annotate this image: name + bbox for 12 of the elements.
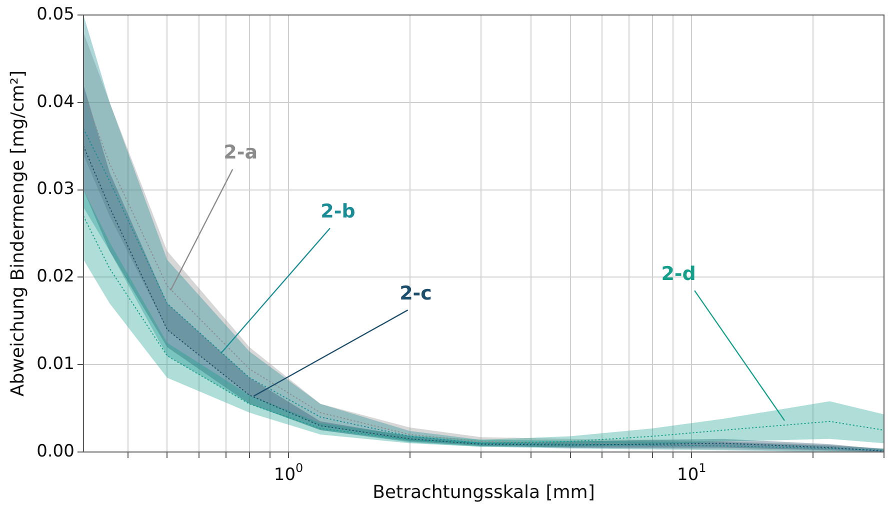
y-tick-label: 0.02 [36, 266, 74, 287]
annotation: 2-d [661, 262, 696, 285]
annotation: 2-a [224, 142, 258, 164]
y-tick-label: 0.05 [36, 4, 74, 24]
annotation: 2-c [400, 282, 432, 304]
y-tick-label: 0.03 [36, 179, 74, 200]
y-tick-label: 0.00 [36, 441, 74, 462]
y-axis-title: Abweichung Bindermenge [mg/cm²] [7, 70, 28, 397]
y-tick-label: 0.01 [36, 354, 74, 374]
annotation: 2-b [320, 200, 356, 223]
x-axis-title: Betrachtungsskala [mm] [372, 482, 595, 503]
y-tick-label: 0.04 [36, 92, 74, 112]
